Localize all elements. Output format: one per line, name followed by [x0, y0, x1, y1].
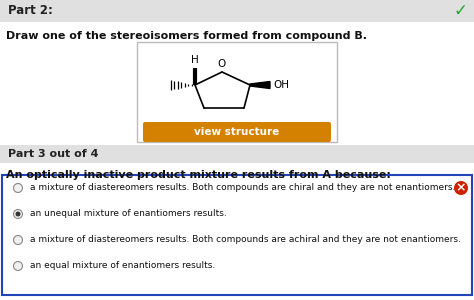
Circle shape — [16, 212, 20, 217]
Text: ×: × — [456, 182, 466, 194]
Circle shape — [13, 209, 22, 218]
Circle shape — [13, 236, 22, 244]
Text: Draw one of the stereoisomers formed from compound B.: Draw one of the stereoisomers formed fro… — [6, 31, 367, 41]
Text: a mixture of diastereomers results. Both compounds are chiral and they are not e: a mixture of diastereomers results. Both… — [30, 184, 456, 193]
Text: an unequal mixture of enantiomers results.: an unequal mixture of enantiomers result… — [30, 209, 227, 218]
Text: ✓: ✓ — [453, 2, 467, 20]
Text: An optically inactive product mixture results from A because:: An optically inactive product mixture re… — [6, 170, 391, 180]
Text: H: H — [191, 55, 199, 65]
Bar — [137, 42, 337, 142]
Circle shape — [454, 181, 468, 195]
Circle shape — [13, 262, 22, 271]
Text: OH: OH — [273, 80, 289, 90]
Text: Part 2:: Part 2: — [8, 4, 53, 17]
Text: O: O — [218, 59, 226, 69]
Bar — [2, 175, 472, 295]
Text: view structure: view structure — [194, 127, 280, 137]
Bar — [0, 145, 474, 163]
FancyBboxPatch shape — [143, 122, 331, 142]
Bar — [0, 0, 474, 22]
Polygon shape — [250, 82, 270, 88]
Text: a mixture of diastereomers results. Both compounds are achiral and they are not : a mixture of diastereomers results. Both… — [30, 236, 461, 244]
Text: an equal mixture of enantiomers results.: an equal mixture of enantiomers results. — [30, 262, 215, 271]
Text: Part 3 out of 4: Part 3 out of 4 — [8, 149, 99, 159]
Circle shape — [13, 184, 22, 193]
